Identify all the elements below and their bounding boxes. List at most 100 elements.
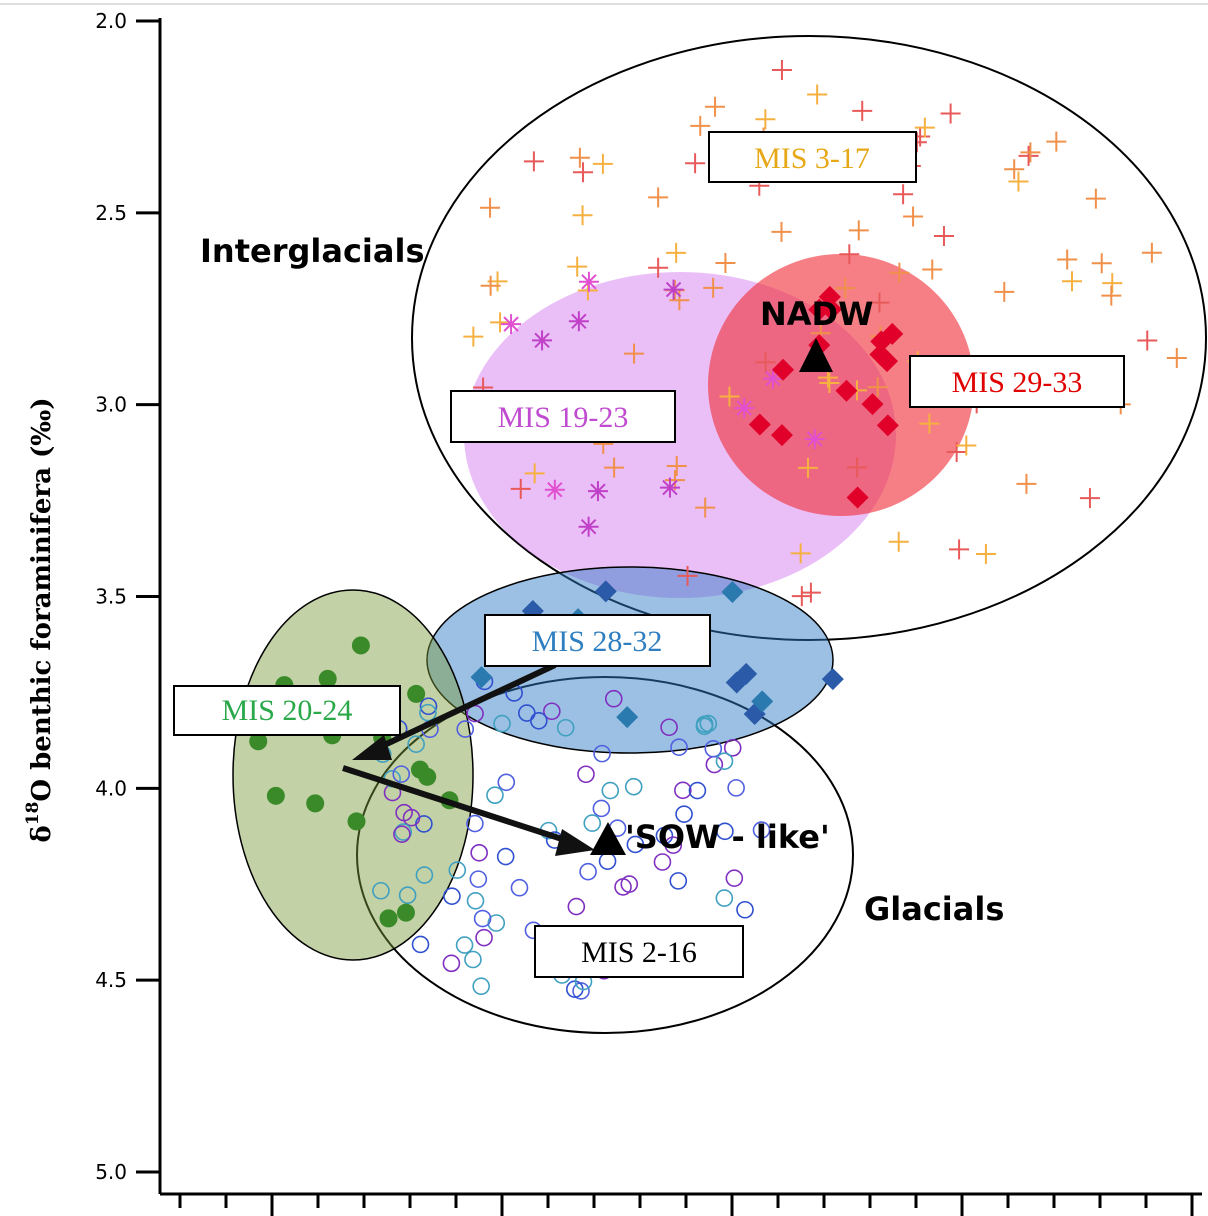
point-mis-3-17	[648, 257, 669, 278]
point-mis-2-16	[486, 786, 504, 805]
point-mis-28-32	[725, 671, 748, 694]
point-mis-2-16	[443, 887, 461, 906]
label-mis-2-16: MIS 2-16	[581, 936, 697, 969]
nadw-marker-triangle	[799, 338, 833, 372]
arrow-line-to-sow	[342, 765, 566, 843]
point-mis-2-16	[695, 717, 714, 736]
point-mis-2-16	[530, 712, 548, 730]
point-mis-2-16	[556, 718, 575, 737]
point-mis-3-17	[703, 277, 724, 298]
point-mis-19-23	[659, 477, 680, 498]
y-tick-label: 4.5	[95, 968, 127, 992]
point-mis-3-17	[755, 352, 776, 373]
point-mis-3-17	[715, 252, 736, 273]
point-mis-2-16	[419, 697, 438, 716]
y-tick-label: 5.0	[95, 1160, 127, 1184]
point-mis-2-16	[620, 875, 639, 893]
point-mis-3-17	[624, 343, 645, 364]
point-mis-29-33	[861, 393, 884, 416]
point-mis-3-17	[1062, 271, 1083, 292]
point-mis-19-23	[762, 368, 783, 389]
point-mis-2-16	[466, 892, 485, 910]
point-mis-19-23	[532, 330, 553, 351]
point-mis-3-17	[848, 220, 869, 241]
point-mis-3-17	[839, 244, 860, 265]
point-mis-2-16	[664, 836, 683, 854]
point-mis-3-17	[791, 586, 812, 607]
point-mis-3-17	[956, 435, 977, 456]
point-mis-2-16	[670, 738, 688, 756]
point-mis-29-33	[818, 285, 841, 308]
arrow-head-to-sow	[555, 829, 595, 856]
ellipse-mis-2-16	[356, 676, 854, 1034]
point-mis-29-33	[876, 350, 899, 373]
point-mis-3-17	[807, 84, 828, 105]
y-tick-label: 3.0	[95, 393, 127, 417]
point-mis-2-16	[727, 779, 745, 797]
point-mis-3-17	[1091, 253, 1112, 274]
point-mis-2-16	[543, 702, 561, 721]
point-mis-2-16	[448, 861, 467, 879]
point-mis-3-17	[869, 292, 890, 313]
point-mis-2-16	[624, 777, 643, 796]
point-mis-3-17	[695, 497, 716, 518]
point-mis-3-17	[835, 278, 856, 299]
point-mis-3-17	[1020, 142, 1041, 163]
point-mis-3-17	[1166, 347, 1187, 368]
point-mis-29-33	[846, 486, 869, 509]
point-mis-20-24	[306, 794, 325, 813]
point-mis-29-33	[835, 379, 858, 402]
point-mis-2-16	[660, 718, 678, 737]
point-mis-3-17	[1004, 159, 1025, 180]
point-mis-2-16	[601, 781, 620, 800]
point-mis-3-17	[677, 565, 698, 586]
point-mis-3-17	[573, 162, 594, 183]
point-mis-3-17	[940, 103, 961, 124]
point-mis-3-17	[797, 457, 818, 478]
point-mis-2-16	[626, 835, 645, 854]
point-mis-2-16	[472, 977, 490, 996]
label-box-mis-2-16: MIS 2-16	[534, 925, 744, 978]
point-mis-2-16	[442, 954, 461, 973]
arrows	[342, 662, 595, 856]
sow-marker-triangle	[590, 822, 626, 855]
point-mis-19-23	[544, 479, 565, 500]
point-mis-2-16	[475, 928, 493, 947]
point-mis-3-17	[994, 281, 1015, 302]
point-mis-3-17	[800, 582, 821, 603]
point-mis-28-32	[751, 690, 774, 713]
point-mis-3-17	[847, 457, 868, 478]
point-mis-2-16	[407, 735, 425, 754]
point-mis-2-16	[752, 821, 771, 839]
y-tick-label: 4.0	[95, 776, 127, 800]
point-mis-2-16	[470, 843, 488, 862]
point-mis-19-23	[734, 398, 755, 419]
point-mis-3-17	[524, 463, 545, 484]
point-mis-2-16	[567, 897, 586, 916]
point-mis-3-17	[819, 372, 840, 393]
point-mis-3-17	[1085, 188, 1106, 209]
arrow-line-to-mis-20-24	[376, 662, 557, 751]
point-mis-2-16	[736, 900, 754, 919]
point-mis-3-17	[975, 543, 996, 564]
point-mis-2-16	[393, 825, 411, 843]
label-box-mis-28-32: MIS 28-32	[484, 614, 711, 667]
point-mis-2-16	[510, 878, 529, 897]
y-tick-label: 2.0	[95, 9, 127, 33]
point-mis-3-17	[690, 115, 711, 136]
point-mis-2-16	[592, 799, 611, 818]
y-axis-label-superscript: 18	[23, 802, 43, 826]
point-mis-2-16	[604, 689, 623, 708]
point-mis-2-16	[466, 814, 484, 833]
label-mis-29-33: MIS 29-33	[952, 366, 1083, 399]
label-mis-20-24: MIS 20-24	[222, 694, 353, 727]
point-mis-2-16	[456, 720, 475, 738]
point-mis-29-33	[808, 298, 831, 321]
sow-like-label: 'SOW - like'	[625, 818, 830, 856]
point-mis-2-16	[419, 703, 437, 722]
point-mis-3-17	[1016, 473, 1037, 494]
point-mis-29-33	[748, 413, 771, 436]
point-mis-29-33	[820, 298, 843, 321]
point-mis-2-16	[411, 935, 430, 954]
